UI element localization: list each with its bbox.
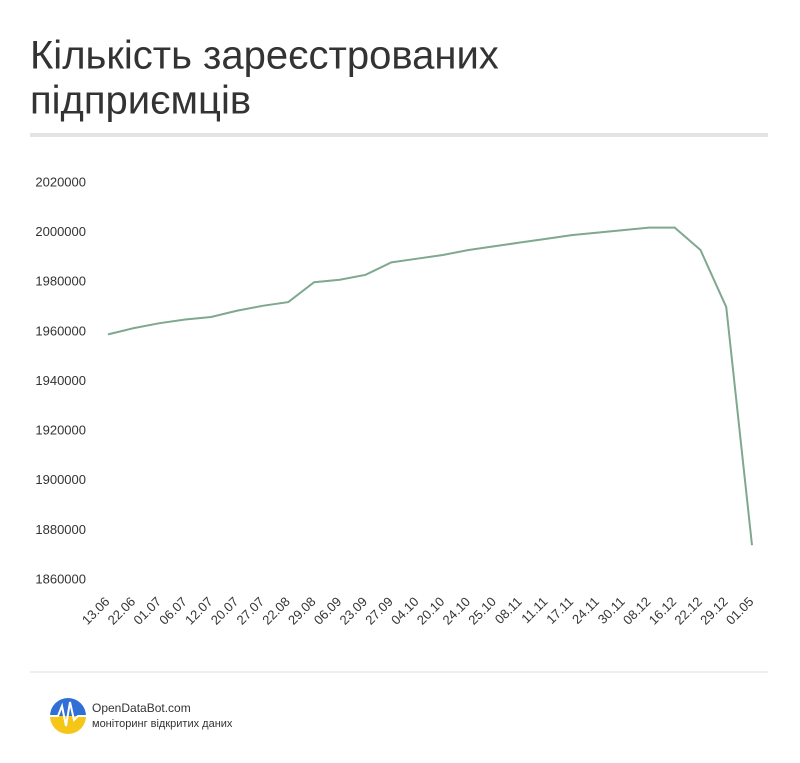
- x-tick-label: 30.11: [595, 594, 628, 627]
- y-tick-label: 2000000: [35, 224, 86, 239]
- x-tick-label: 22.06: [105, 594, 139, 628]
- x-tick-label: 01.05: [723, 594, 757, 628]
- logo: [50, 698, 86, 734]
- x-tick-label: 11.11: [518, 594, 550, 626]
- x-tick-label: 12.07: [182, 594, 216, 628]
- x-tick-label: 24.11: [569, 594, 602, 627]
- x-tick-label: 08.12: [620, 594, 654, 628]
- x-tick-label: 22.12: [671, 594, 705, 628]
- x-tick-label: 06.09: [311, 594, 345, 628]
- y-tick-label: 1940000: [35, 373, 86, 388]
- chart-title: підприємців: [30, 79, 251, 123]
- x-tick-label: 23.09: [337, 594, 371, 628]
- x-tick-label: 17.11: [543, 594, 576, 627]
- x-tick-label: 13.06: [79, 594, 113, 628]
- x-tick-label: 16.12: [646, 594, 680, 628]
- y-tick-label: 1860000: [35, 571, 86, 586]
- y-tick-label: 1900000: [35, 472, 86, 487]
- x-tick-label: 29.12: [697, 594, 731, 628]
- x-tick-label: 01.07: [130, 594, 164, 628]
- divider: [30, 133, 768, 137]
- x-tick-label: 22.08: [259, 594, 293, 628]
- x-tick-label: 04.10: [388, 594, 422, 628]
- x-tick-label: 24.10: [440, 594, 474, 628]
- x-tick-label: 27.09: [362, 594, 396, 628]
- brand: OpenDataBot.com: [92, 701, 191, 715]
- x-tick-label: 29.08: [285, 594, 319, 628]
- y-tick-label: 1980000: [35, 274, 86, 289]
- x-tick-label: 27.07: [233, 594, 267, 628]
- tagline: моніторинг відкритих даних: [92, 718, 233, 730]
- x-tick-label: 20.07: [208, 594, 242, 628]
- chart-title: Кількість зареєстрованих: [30, 34, 499, 78]
- x-tick-label: 25.10: [465, 594, 499, 628]
- y-tick-label: 1920000: [35, 423, 86, 438]
- x-tick-label: 06.07: [156, 594, 190, 628]
- y-tick-label: 1960000: [35, 323, 86, 338]
- x-tick-label: 20.10: [414, 594, 448, 628]
- y-tick-label: 2020000: [35, 174, 86, 189]
- x-tick-label: 08.11: [492, 594, 525, 627]
- line: [107, 226, 753, 546]
- y-tick-label: 1880000: [35, 522, 86, 537]
